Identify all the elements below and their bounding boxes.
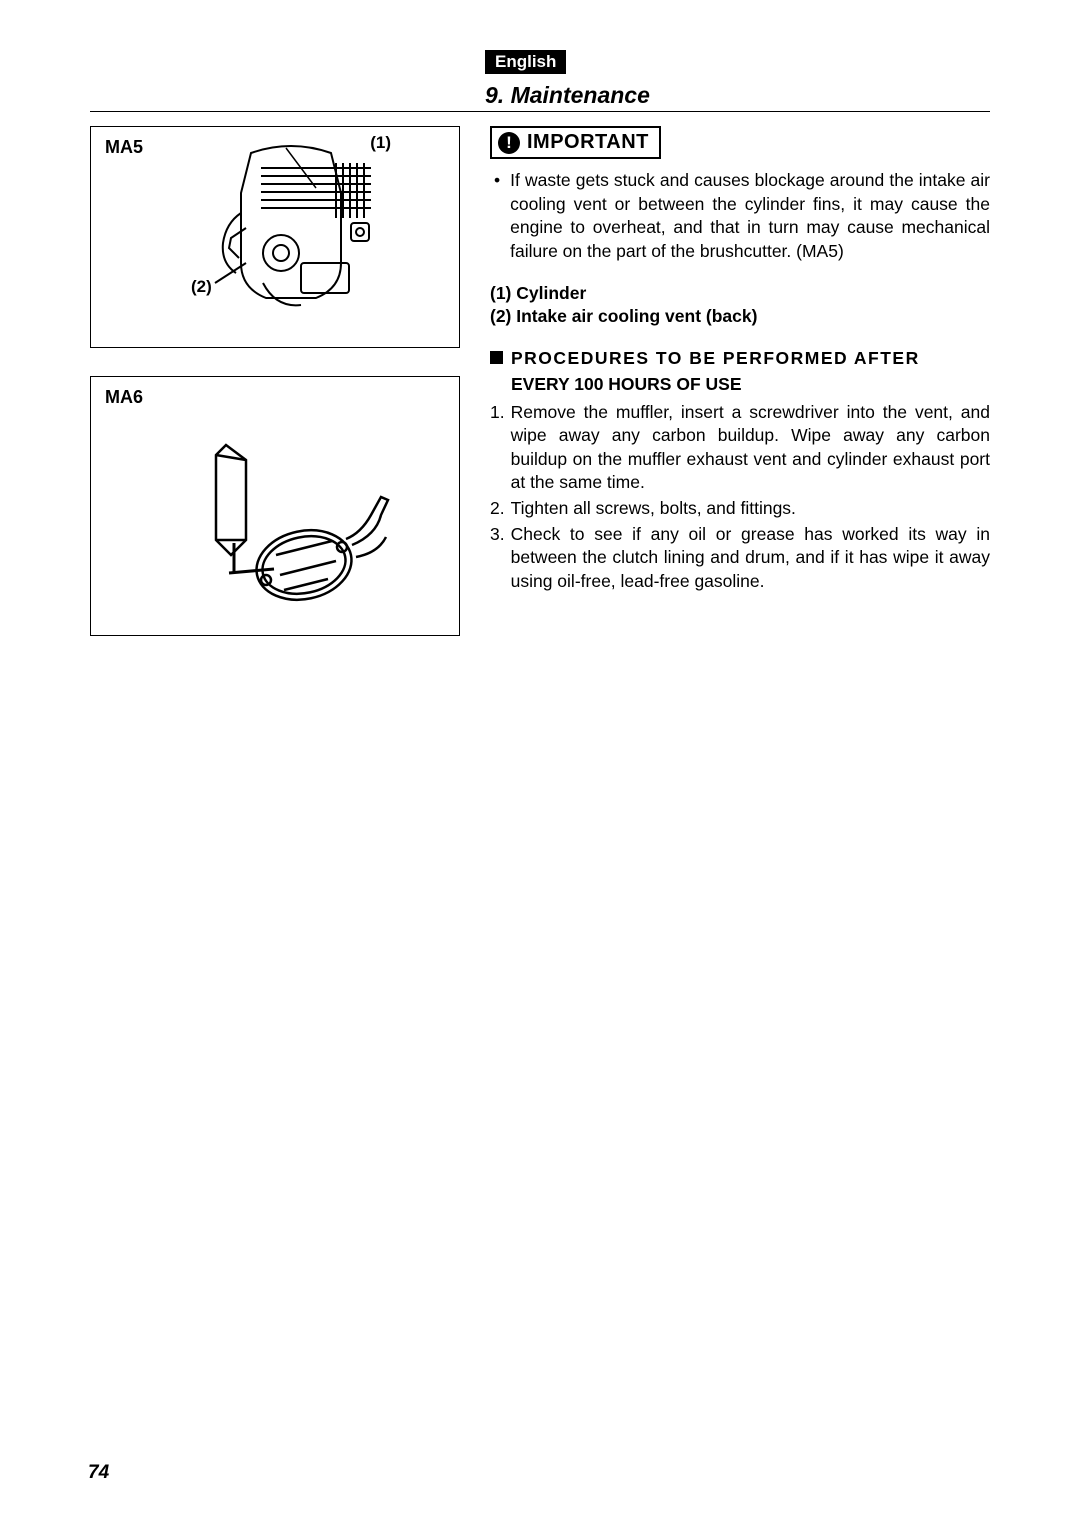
procedures-heading-line2: EVERY 100 HOURS OF USE (511, 374, 990, 395)
legend-line-2: (2) Intake air cooling vent (back) (490, 305, 990, 329)
list-number: 3. (490, 523, 505, 594)
procedures-list: 1. Remove the muffler, insert a screwdri… (490, 401, 990, 594)
bullet-marker: • (490, 169, 500, 264)
figure-ma6-label: MA6 (105, 387, 143, 407)
legend-block: (1) Cylinder (2) Intake air cooling vent… (490, 282, 990, 329)
language-badge: English (485, 50, 566, 74)
procedures-heading: PROCEDURES TO BE PERFORMED AFTER (490, 347, 990, 370)
left-column: MA5 (1) (2) (90, 126, 460, 664)
section-title: 9. Maintenance (485, 82, 990, 109)
list-text: Tighten all screws, bolts, and fittings. (511, 497, 796, 521)
list-number: 2. (490, 497, 505, 521)
procedures-item-2: 2. Tighten all screws, bolts, and fittin… (490, 497, 990, 521)
square-bullet-icon (490, 351, 503, 364)
figure-ma5: MA5 (1) (2) (90, 126, 460, 348)
figure-ma6: MA6 (90, 376, 460, 636)
important-box: ! IMPORTANT (490, 126, 661, 159)
muffler-diagram-icon (156, 425, 416, 625)
right-column: ! IMPORTANT • If waste gets stuck and ca… (490, 126, 990, 596)
page-number: 74 (88, 1462, 109, 1484)
important-label: IMPORTANT (527, 131, 649, 154)
list-text: Check to see if any oil or grease has wo… (511, 523, 990, 594)
horizontal-rule (90, 111, 990, 112)
figure-ma5-label: MA5 (105, 137, 143, 157)
procedures-heading-line1: PROCEDURES TO BE PERFORMED AFTER (511, 347, 920, 370)
important-bullet-text: If waste gets stuck and causes blockage … (510, 169, 990, 264)
list-number: 1. (490, 401, 505, 496)
engine-diagram-icon (191, 133, 401, 343)
exclamation-icon: ! (498, 132, 520, 154)
legend-line-1: (1) Cylinder (490, 282, 990, 306)
procedures-item-3: 3. Check to see if any oil or grease has… (490, 523, 990, 594)
procedures-item-1: 1. Remove the muffler, insert a screwdri… (490, 401, 990, 496)
content-row: MA5 (1) (2) (90, 126, 990, 664)
header-row: English (485, 50, 990, 74)
important-bullet: • If waste gets stuck and causes blockag… (490, 169, 990, 264)
list-text: Remove the muffler, insert a screwdriver… (511, 401, 990, 496)
